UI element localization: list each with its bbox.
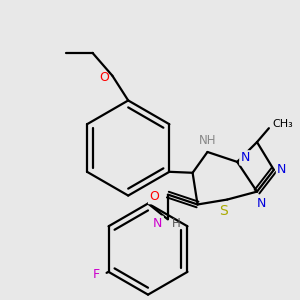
Text: N: N — [240, 152, 250, 164]
Text: N: N — [153, 217, 163, 230]
Text: H: H — [171, 217, 180, 230]
Text: NH: NH — [199, 134, 216, 147]
Text: N: N — [277, 163, 286, 176]
Text: O: O — [149, 190, 159, 203]
Text: F: F — [93, 268, 100, 281]
Text: CH₃: CH₃ — [272, 119, 293, 129]
Text: O: O — [100, 71, 110, 84]
Text: N: N — [256, 197, 266, 210]
Text: S: S — [219, 204, 228, 218]
